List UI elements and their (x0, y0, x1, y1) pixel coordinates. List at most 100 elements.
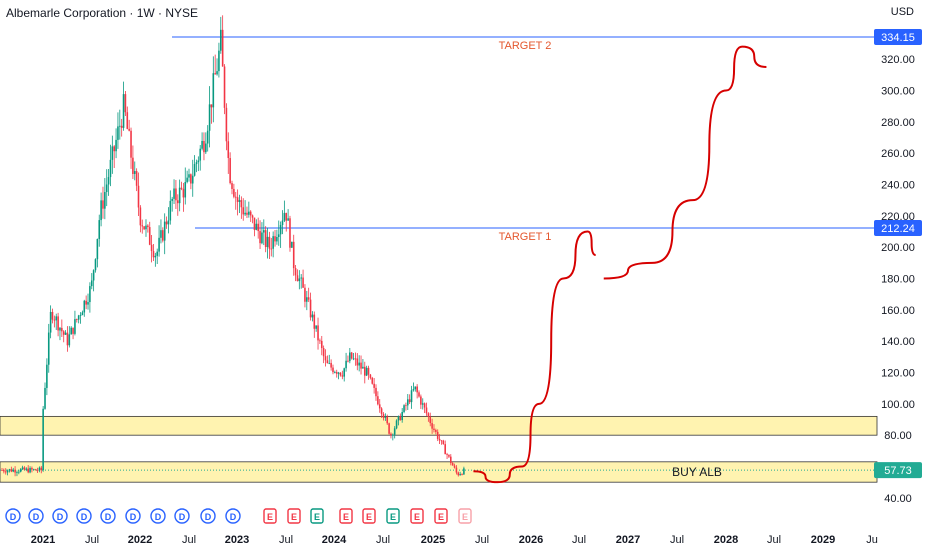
candle-body (395, 420, 398, 429)
candle-body (47, 332, 50, 365)
candle-body (42, 408, 44, 471)
candle-body (334, 371, 336, 373)
candle-body (358, 362, 360, 366)
x-tick-label: 2024 (322, 534, 347, 546)
earnings-badge (339, 508, 353, 524)
candle-body (386, 416, 389, 424)
y-tick-label: 300.00 (881, 86, 915, 98)
candle-body (163, 221, 166, 241)
earnings-badge (362, 508, 376, 524)
y-tick-label: 40.00 (884, 493, 912, 505)
candle-body (378, 404, 381, 409)
candle-body (169, 200, 172, 221)
candle-body (328, 362, 331, 364)
candle-body (225, 107, 228, 142)
candle-body (408, 399, 411, 403)
earnings-badge-label: E (291, 512, 297, 522)
candle-body (133, 171, 136, 174)
dividend-badge (100, 508, 116, 524)
candle-body (205, 143, 207, 153)
zone-label-1: BUY ALB (672, 465, 722, 479)
candle-body (197, 160, 200, 163)
candle-body (380, 408, 383, 415)
dividend-badge-label: D (105, 512, 112, 522)
candle-body (300, 277, 302, 279)
candle-body (433, 428, 435, 430)
candle-body (191, 175, 194, 184)
x-tick-label: 2027 (616, 534, 640, 546)
candle-body (124, 94, 127, 113)
candle-body (302, 277, 304, 288)
candle-body (352, 358, 355, 360)
candle-body (72, 327, 74, 334)
projection-path-1 (473, 230, 596, 484)
candle-body (150, 244, 153, 252)
earnings-badge (410, 508, 424, 524)
candle-body (277, 234, 280, 238)
candle-body (55, 316, 58, 321)
candle-body (248, 211, 250, 215)
y-tick-label: 320.00 (881, 54, 915, 66)
candle-body (390, 433, 392, 436)
candle-body (68, 334, 71, 346)
candle-body (90, 280, 93, 287)
x-tick-label: Ju (866, 534, 878, 546)
earnings-badge-label: E (267, 512, 273, 522)
dividend-badge-label: D (57, 512, 64, 522)
earnings-badge-label: E (390, 512, 396, 522)
candle-body (345, 360, 347, 369)
price-tag-text-1: 212.24 (881, 223, 915, 235)
candle-body (206, 130, 209, 144)
candle-body (313, 314, 316, 329)
candle-body (167, 220, 170, 225)
candle-body (442, 440, 445, 445)
candle-body (199, 148, 202, 161)
candle-body (195, 162, 198, 165)
candle-body (18, 471, 20, 473)
candle-body (309, 299, 312, 318)
dividend-badge (150, 508, 166, 524)
candle-body (306, 297, 308, 302)
earnings-badge-label: E (343, 512, 349, 522)
earnings-badge-label: E (414, 512, 420, 522)
dividend-badge (200, 508, 216, 524)
projection-path-2 (603, 45, 767, 280)
candle-body (369, 374, 372, 378)
candle-body (141, 225, 144, 227)
candle-body (64, 332, 67, 335)
candle-body (178, 187, 181, 204)
candle-body (231, 183, 233, 189)
earnings-badge (263, 508, 277, 524)
y-tick-label: 240.00 (881, 180, 915, 192)
earnings-badge-label: E (438, 512, 444, 522)
candle-body (291, 241, 293, 248)
candle-body (132, 157, 134, 174)
earnings-badge (310, 508, 324, 524)
y-tick-label: 100.00 (881, 399, 915, 411)
candle-body (270, 248, 273, 250)
candle-body (416, 386, 418, 393)
x-tick-label: 2025 (421, 534, 445, 546)
candle-body (219, 29, 222, 51)
candle-body (210, 104, 213, 108)
price-tag-text-0: 334.15 (881, 32, 915, 44)
candle-body (158, 237, 160, 252)
candle-body (38, 467, 41, 471)
candle-body (119, 125, 121, 127)
currency-label[interactable]: USD (890, 6, 914, 18)
candle-body (360, 362, 362, 369)
x-tick-label: Jul (767, 534, 781, 546)
candle-body (429, 416, 432, 424)
candle-body (176, 200, 179, 204)
candle-body (83, 300, 86, 313)
candle-body (457, 472, 460, 476)
candle-body (23, 467, 26, 470)
level-label-1: TARGET 1 (499, 231, 552, 243)
candle-body (126, 112, 129, 129)
candle-body (373, 383, 375, 388)
candle-body (276, 237, 278, 242)
candle-body (347, 360, 349, 362)
candle-body (401, 412, 403, 421)
earnings-badge-label: E (314, 512, 320, 522)
